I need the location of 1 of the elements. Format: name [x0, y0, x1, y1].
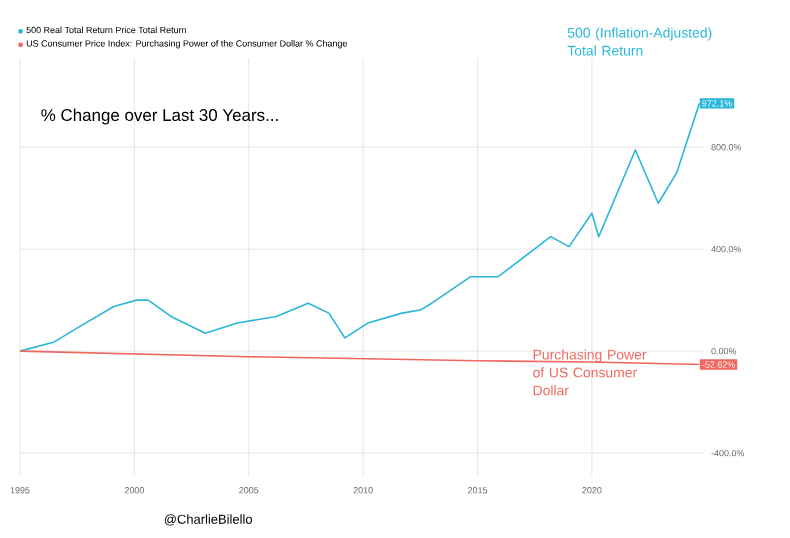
text: % Change over Last 30 Years... — [41, 108, 278, 125]
